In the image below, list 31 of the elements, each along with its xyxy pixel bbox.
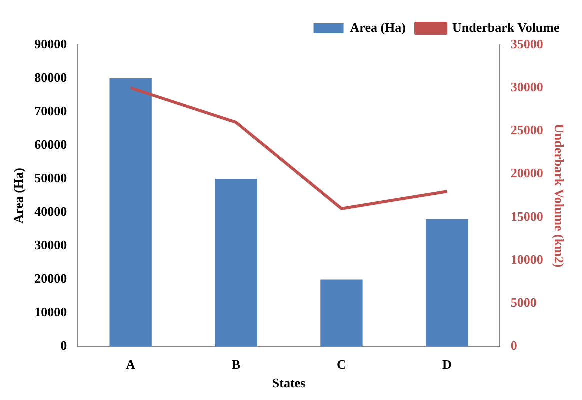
y-tick-label: 80000 xyxy=(34,70,68,85)
bar xyxy=(215,179,258,347)
legend-label: Underbark Volume xyxy=(452,20,560,35)
y-tick-label: 40000 xyxy=(34,204,68,220)
y2-tick-label: 10000 xyxy=(510,252,544,267)
y2-axis-title: Underbark Volume (km2) xyxy=(552,124,567,268)
y2-tick-label: 20000 xyxy=(510,166,544,181)
y2-tick-label: 35000 xyxy=(510,36,544,52)
y-tick-label: 10000 xyxy=(34,304,68,320)
y-tick-label: 20000 xyxy=(34,271,68,286)
y-axis-title: Area (Ha) xyxy=(11,168,26,224)
bar xyxy=(110,78,152,347)
y2-tick-label: 5000 xyxy=(510,295,537,310)
legend-label: Area (Ha) xyxy=(350,20,406,35)
bar xyxy=(320,280,363,347)
x-tick-label: C xyxy=(337,356,346,372)
y2-tick-label: 0 xyxy=(510,338,518,354)
x-tick-label: D xyxy=(442,356,452,372)
y-tick-label: 70000 xyxy=(34,103,68,118)
y-tick-label: 30000 xyxy=(34,238,68,253)
y-tick-label: 60000 xyxy=(34,136,68,152)
x-axis-title: States xyxy=(272,376,306,391)
x-tick-label: A xyxy=(126,356,136,372)
y2-tick-label: 30000 xyxy=(510,79,544,94)
y-tick-label: 50000 xyxy=(34,170,68,186)
x-tick-label: B xyxy=(232,356,241,372)
y-tick-label: 0 xyxy=(60,338,68,354)
bar xyxy=(426,219,468,347)
y2-tick-label: 25000 xyxy=(510,122,544,138)
y-tick-label: 90000 xyxy=(34,36,68,52)
y2-tick-label: 15000 xyxy=(510,208,544,224)
